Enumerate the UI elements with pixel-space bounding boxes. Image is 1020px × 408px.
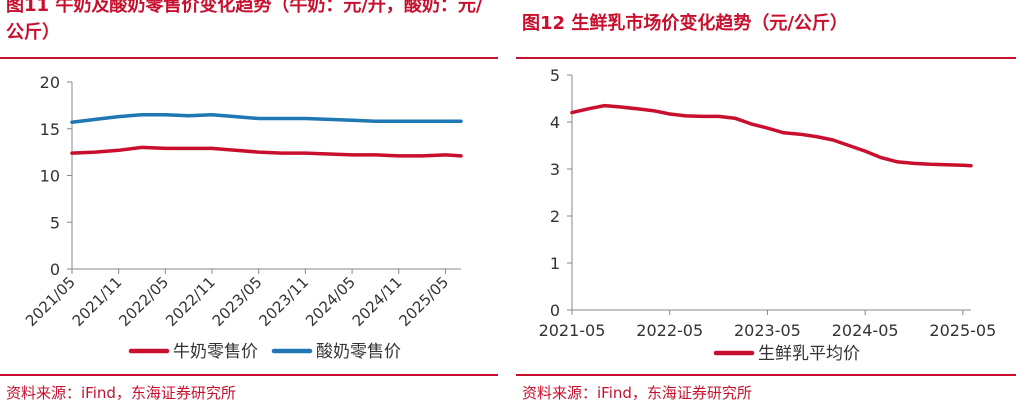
right-chart-title: 图12 生鲜乳市场价变化趋势（元/公斤）	[522, 13, 848, 34]
left-y-tick-label: 20	[40, 73, 60, 92]
right-x-tick-label: 2025-05	[929, 321, 996, 340]
left-y-tick-label: 15	[40, 120, 60, 139]
left-source-note: 资料来源：iFind，东海证券研究所	[6, 384, 236, 402]
right-line-chart: 0 1 2 3 4 5 2021-05 2022-05 2023-05 2024-05 2025-0…	[539, 66, 997, 364]
left-legend-label-1: 牛奶零售价	[173, 342, 258, 362]
right-chart-panel: 图12 生鲜乳市场价变化趋势（元/公斤） 0 1 2 3 4 5 2021-05 2022-0…	[516, 0, 1020, 408]
right-y-tick-label: 1	[550, 254, 560, 273]
right-y-tick-label: 3	[550, 160, 560, 179]
right-y-tick-label: 0	[550, 301, 560, 320]
left-y-tick-label: 0	[50, 260, 60, 279]
left-x-tick-label: 2021/05	[22, 273, 79, 330]
left-y-tick-label: 5	[50, 213, 60, 232]
right-source-note: 资料来源：iFind，东海证券研究所	[522, 384, 752, 402]
left-series-line-2	[70, 112, 463, 124]
left-chart-title: 图11 牛奶及酸奶零售价变化趋势（牛奶：元/升，酸奶：元/公斤）	[6, 0, 483, 43]
left-x-tick-label: 2024/05	[302, 273, 359, 330]
left-x-tick-label: 2023/11	[255, 273, 312, 330]
right-x-tick-label: 2021-05	[539, 321, 606, 340]
left-x-tick-label: 2022/11	[162, 273, 219, 330]
left-legend-label-2: 酸奶零售价	[316, 342, 401, 362]
left-chart-panel: 图11 牛奶及酸奶零售价变化趋势（牛奶：元/升，酸奶：元/公斤） 0 5 10 15 2…	[0, 0, 500, 408]
right-x-tick-label: 2022-05	[636, 321, 703, 340]
left-x-tick-label: 2024/11	[349, 273, 406, 330]
left-line-chart: 051015202021/052021/112022/052022/112023…	[22, 73, 463, 362]
left-x-tick-label: 2025/05	[395, 273, 452, 330]
left-source-rule	[0, 374, 498, 376]
left-series-line-1	[70, 145, 463, 158]
right-source-rule	[516, 374, 1016, 376]
right-series-line-1	[570, 103, 973, 168]
left-x-tick-label: 2022/05	[115, 273, 172, 330]
right-legend-label-1: 生鲜乳平均价	[758, 344, 860, 364]
left-x-tick-label: 2021/11	[69, 273, 126, 330]
left-y-tick-label: 10	[40, 167, 60, 186]
right-y-tick-label: 5	[550, 66, 560, 85]
right-title-rule	[516, 57, 1016, 59]
right-x-tick-label: 2024-05	[832, 321, 899, 340]
left-x-tick-label: 2023/05	[209, 273, 266, 330]
right-y-tick-label: 4	[550, 113, 560, 132]
right-x-tick-label: 2023-05	[734, 321, 801, 340]
left-title-rule	[0, 57, 498, 59]
right-y-tick-label: 2	[550, 207, 560, 226]
